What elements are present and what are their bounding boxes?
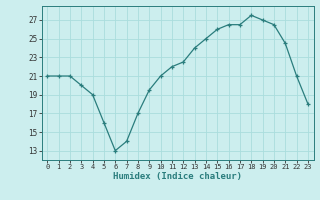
X-axis label: Humidex (Indice chaleur): Humidex (Indice chaleur) (113, 172, 242, 181)
